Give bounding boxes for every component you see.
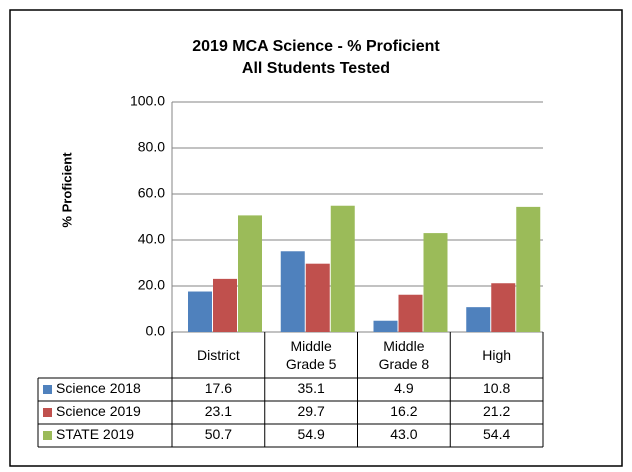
data-label: 10.8 (483, 380, 510, 396)
chart-subtitle: All Students Tested (242, 60, 390, 77)
category-text: High (482, 347, 512, 363)
y-tick-label: 60.0 (138, 185, 165, 201)
y-axis-label: % Proficient (59, 152, 74, 228)
legend-label: Science 2018 (56, 380, 141, 396)
bar (188, 291, 212, 332)
legend-swatch (43, 431, 52, 440)
data-label: 29.7 (298, 403, 325, 419)
legend-swatch (43, 408, 52, 417)
chart-title: 2019 MCA Science - % Proficient (192, 38, 440, 55)
legend-label: STATE 2019 (56, 426, 134, 442)
bar (491, 283, 516, 332)
bar (398, 294, 423, 332)
y-tick-label: 40.0 (138, 231, 165, 247)
bar (466, 307, 491, 332)
data-label: 35.1 (298, 380, 325, 396)
data-label: 4.9 (394, 380, 414, 396)
data-label: 17.6 (205, 380, 232, 396)
y-tick-label: 80.0 (138, 139, 165, 155)
x-tick-label: District (172, 332, 265, 378)
data-label: 16.2 (390, 403, 417, 419)
x-tick-label: High (450, 332, 543, 378)
category-text: Middle Grade 8 (378, 338, 430, 372)
bar (305, 263, 330, 332)
bar (213, 278, 237, 332)
bar (280, 251, 305, 332)
data-label: 23.1 (205, 403, 232, 419)
bar (373, 320, 398, 332)
data-label: 54.4 (483, 426, 510, 442)
data-label: 43.0 (390, 426, 417, 442)
category-text: District (196, 347, 240, 363)
legend-label: Science 2019 (56, 403, 141, 419)
bar (423, 233, 448, 332)
category-text: Middle Grade 5 (285, 338, 337, 372)
data-label: 54.9 (298, 426, 325, 442)
x-tick-label: Middle Grade 5 (265, 332, 358, 378)
bar (330, 205, 355, 332)
data-label: 21.2 (483, 403, 510, 419)
x-tick-label: Middle Grade 8 (358, 332, 451, 378)
data-label: 50.7 (205, 426, 232, 442)
y-tick-label: 20.0 (138, 277, 165, 293)
bar (516, 206, 541, 332)
legend-swatch (43, 385, 52, 394)
bar (238, 215, 262, 332)
y-tick-label: 100.0 (130, 93, 165, 109)
y-tick-label: 0.0 (146, 323, 166, 339)
